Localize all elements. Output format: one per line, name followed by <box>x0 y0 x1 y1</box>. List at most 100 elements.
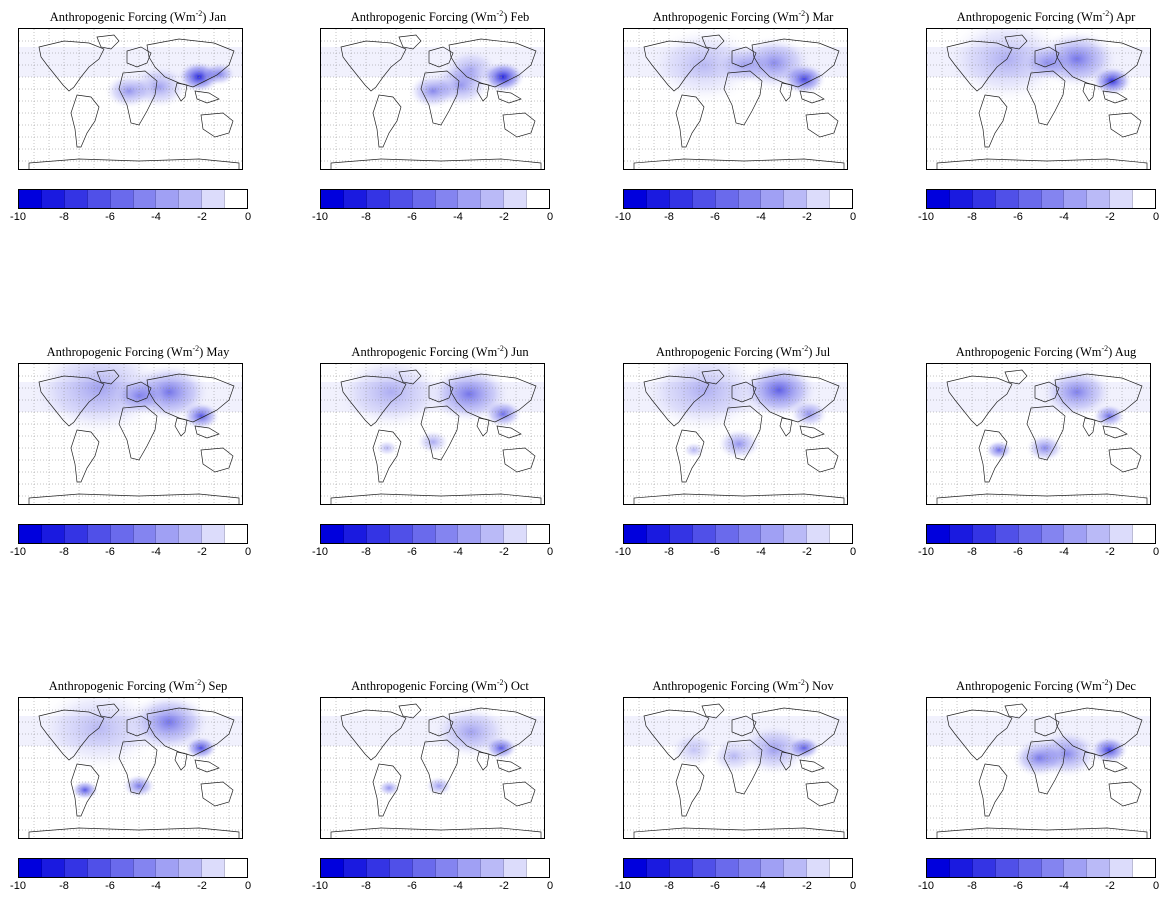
map-panel-aug: Anthropogenic Forcing (Wm-2) Aug -10 -8 -6-… <box>916 341 1169 571</box>
coastline <box>476 82 490 102</box>
coastline <box>1054 38 1143 88</box>
colorbar-swatch <box>949 859 973 877</box>
colorbar-swatch <box>504 525 528 543</box>
map-panel-may: Anthropogenic Forcing (Wm-2) May -10 -8 -6-… <box>8 341 268 571</box>
colorbar-tick-label: 0 <box>1152 546 1160 558</box>
colorbar-tick-label: 0 <box>849 880 857 892</box>
title-prefix: Anthropogenic Forcing (Wm <box>956 10 1103 25</box>
title-month: Aug <box>1114 345 1137 360</box>
colorbar-tick-label: -10 <box>312 880 328 892</box>
coastline <box>723 405 763 461</box>
colorbar-ticks: -10 -8 -6 -4 -2 0 <box>918 211 1159 227</box>
coastline <box>200 781 234 807</box>
title-paren: ) <box>199 345 207 360</box>
coastline <box>28 493 240 504</box>
colorbar-swatch <box>225 859 248 877</box>
colorbar-swatch <box>321 190 344 208</box>
title-exponent: -2 <box>1101 678 1109 687</box>
panel-title: Anthropogenic Forcing (Wm-2) Feb <box>310 6 570 25</box>
coastline <box>330 493 542 504</box>
colorbar-swatch <box>412 859 436 877</box>
colorbar-swatch <box>64 859 88 877</box>
forcing-hotspot <box>36 698 162 773</box>
colorbar-tick-label: -6 <box>1013 880 1023 892</box>
colorbar-swatch <box>458 525 482 543</box>
colorbar-tick-label: -8 <box>361 546 371 558</box>
forcing-hotspot <box>335 364 447 432</box>
coastline <box>448 38 537 88</box>
colorbar-tick-label: 0 <box>546 211 554 223</box>
colorbar-swatch <box>995 525 1019 543</box>
colorbar-swatch <box>458 859 482 877</box>
title-prefix: Anthropogenic Forcing (Wm <box>350 10 497 25</box>
coastline <box>1004 703 1028 719</box>
colorbar-swatch <box>133 859 157 877</box>
colorbar-swatch <box>1041 190 1065 208</box>
colorbar-swatch <box>949 190 973 208</box>
colorbar-tick-label: -2 <box>197 211 207 223</box>
colorbar-swatch <box>133 190 157 208</box>
coastline <box>946 40 1013 92</box>
coastline <box>398 703 422 719</box>
coastline <box>978 94 1008 148</box>
coastline <box>633 493 845 504</box>
forcing-map <box>926 363 1151 505</box>
colorbar-tick-label: -4 <box>151 546 161 558</box>
title-paren: ) <box>808 345 816 360</box>
colorbar-swatch <box>527 859 550 877</box>
colorbar-swatch <box>646 525 670 543</box>
map-panel-mar: Anthropogenic Forcing (Wm-2) Mar -10 -8 -6-… <box>613 6 873 236</box>
colorbar-ticks: -10 -8 -6 -4 -2 0 <box>615 211 856 227</box>
colorbar-tick-label: -6 <box>710 211 720 223</box>
coastline <box>643 375 710 427</box>
colorbar-tick-label: -2 <box>499 211 509 223</box>
coastline <box>1102 90 1128 104</box>
colorbar-ticks: -10 -8 -6 -4 -2 0 <box>10 880 251 896</box>
colorbar-tick-label: -8 <box>664 880 674 892</box>
coastline <box>118 405 158 461</box>
colorbar-swatch <box>1018 859 1042 877</box>
coastline <box>118 739 158 795</box>
colorbar-swatch <box>389 525 413 543</box>
colorbar-swatch <box>692 190 716 208</box>
coastline <box>200 447 234 473</box>
colorbar <box>18 524 248 544</box>
colorbar-ticks: -10 -8 -6 -4 -2 0 <box>312 546 553 562</box>
colorbar-swatch <box>972 525 996 543</box>
colorbar-swatch <box>87 190 111 208</box>
panel-title: Anthropogenic Forcing (Wm-2) Dec <box>916 675 1169 694</box>
coastline <box>38 40 105 92</box>
colorbar-swatch <box>1110 190 1134 208</box>
colorbar-swatch <box>41 859 65 877</box>
coastline <box>1004 369 1028 385</box>
forcing-map <box>18 697 243 839</box>
title-paren: ) <box>503 10 511 25</box>
colorbar-swatch <box>761 525 785 543</box>
coastline <box>701 703 725 719</box>
colorbar-tick-label: -10 <box>10 880 26 892</box>
colorbar-tick-label: -6 <box>1013 211 1023 223</box>
coastline <box>502 781 536 807</box>
colorbar-swatch <box>343 859 367 877</box>
coastline <box>805 781 839 807</box>
coastline <box>1026 70 1066 126</box>
colorbar-tick-label: -4 <box>453 546 463 558</box>
colorbar-swatch <box>669 859 693 877</box>
colorbar-swatch <box>435 190 459 208</box>
colorbar-swatch <box>784 859 808 877</box>
title-prefix: Anthropogenic Forcing (Wm <box>655 345 802 360</box>
title-prefix: Anthropogenic Forcing (Wm <box>46 345 193 360</box>
coastline <box>476 417 490 437</box>
title-prefix: Anthropogenic Forcing (Wm <box>49 10 196 25</box>
colorbar-swatch <box>202 525 226 543</box>
colorbar-ticks: -10 -8 -6 -4 -2 0 <box>10 546 251 562</box>
colorbar-tick-label: -2 <box>1105 880 1115 892</box>
title-prefix: Anthropogenic Forcing (Wm <box>956 679 1102 694</box>
colorbar-swatch <box>156 190 180 208</box>
coastline <box>779 751 793 771</box>
colorbar-swatch <box>179 525 203 543</box>
map-panel-apr: Anthropogenic Forcing (Wm-2) Apr -10 -8 -6-… <box>916 6 1169 236</box>
colorbar-tick-label: -8 <box>967 546 977 558</box>
forcing-hotspot <box>377 780 401 796</box>
coastline <box>946 709 1013 761</box>
